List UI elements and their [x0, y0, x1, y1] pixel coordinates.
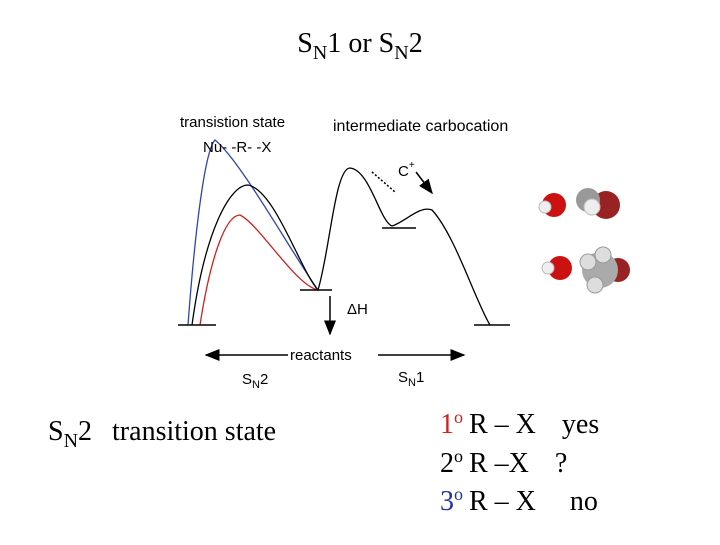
label: C+	[398, 160, 415, 180]
list-row: 1o R – X yes	[440, 407, 599, 440]
dotted-pointer	[371, 171, 396, 193]
atom	[538, 200, 552, 214]
label: reactants	[290, 347, 352, 364]
sn1-curve	[191, 167, 491, 326]
title: SN1 or SN2	[297, 28, 422, 64]
label: intermediate carbocation	[333, 118, 508, 135]
label: Nu- -R- -X	[203, 139, 271, 156]
title-part: 2	[409, 28, 423, 59]
caption-part: 2	[78, 416, 92, 447]
caption-part: transition state	[112, 416, 276, 447]
label-sub: N	[252, 379, 260, 391]
degree: 1	[440, 409, 454, 440]
title-sub: N	[313, 42, 327, 64]
degree: 2	[440, 448, 454, 479]
label: SN1	[398, 369, 424, 389]
label-part: 2	[260, 371, 268, 388]
atom	[579, 253, 597, 271]
label-part: 1	[416, 369, 424, 386]
answer: yes	[562, 409, 599, 440]
atom	[594, 246, 612, 264]
label-part: S	[398, 369, 408, 386]
list-row: 3o R – X no	[440, 484, 598, 517]
label: SN2	[242, 371, 268, 391]
answer: no	[570, 486, 598, 517]
energy-diagram	[178, 139, 510, 361]
title-part: S	[297, 28, 313, 59]
label: transistion state	[180, 114, 285, 131]
atom	[548, 256, 572, 280]
degree-sup: o	[454, 446, 463, 466]
catalyzed-curve	[199, 214, 319, 326]
list-row: 2o R –X?	[440, 446, 567, 479]
label-sup: +	[409, 160, 415, 171]
formula: R –X	[469, 448, 529, 479]
atom	[586, 276, 604, 294]
label-sub: N	[408, 377, 416, 389]
title-part: 1 or S	[327, 28, 394, 59]
label-part: S	[242, 371, 252, 388]
label-part: C	[398, 163, 409, 180]
carbocation-arrow	[415, 171, 433, 195]
degree: 3	[440, 486, 454, 517]
diagram-labels: transistion state Nu- -R- -X intermediat…	[180, 114, 508, 391]
formula: R – X	[469, 486, 536, 517]
caption: SN2 transition state	[48, 416, 276, 452]
answer: ?	[555, 448, 567, 479]
degree-sup: o	[454, 407, 463, 427]
sn2-curve	[187, 139, 319, 326]
caption-part: S	[48, 416, 64, 447]
atom	[541, 261, 555, 275]
degree-sup: o	[454, 484, 463, 504]
label: ΔH	[347, 301, 368, 318]
molecules	[538, 188, 630, 294]
atom	[583, 198, 601, 216]
formula: R – X	[469, 409, 536, 440]
caption-sub: N	[64, 430, 78, 452]
title-sub: N	[394, 42, 408, 64]
